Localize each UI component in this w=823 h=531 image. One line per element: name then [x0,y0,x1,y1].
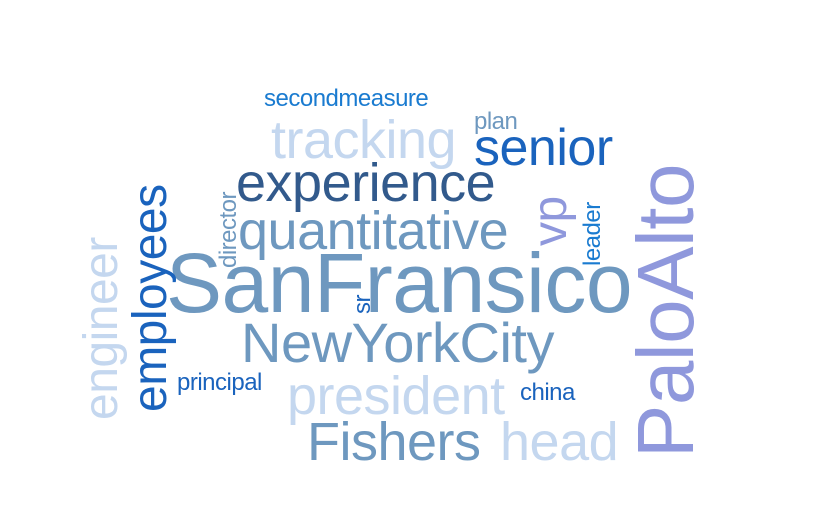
word-plan: plan [474,108,517,135]
word-director: director [215,191,242,268]
word-vp: vp [524,196,577,246]
word-fishers: Fishers [307,412,481,472]
word-sr: sr [349,295,376,315]
word-leader: leader [579,202,606,266]
word-paloalto: PaloAlto [621,164,710,458]
word-tracking: tracking [271,110,456,170]
word-engineer: engineer [75,237,128,420]
word-secondmeasure: secondmeasure [264,85,428,112]
word-senior: senior [474,119,613,177]
word-china: china [520,379,576,406]
word-experience: experience [236,153,495,213]
word-principal: principal [177,369,262,396]
word-quantitative: quantitative [238,201,508,261]
word-employees: employees [124,184,177,412]
word-newyorkcity: NewYorkCity [241,311,554,374]
word-president: president [287,366,505,426]
word-sanfransico: SanFransico [166,236,632,330]
word-head: head [500,412,618,472]
